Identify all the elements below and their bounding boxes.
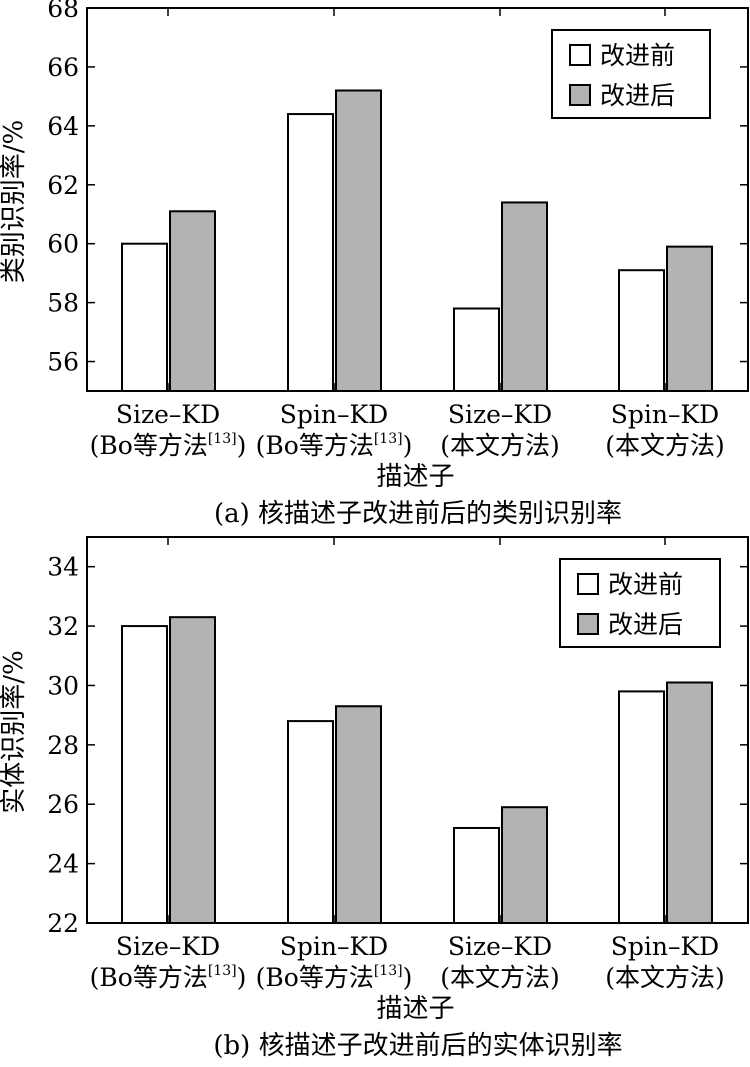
- legend-swatch-before: [577, 573, 599, 595]
- legend-label-after: 改进后: [608, 610, 683, 639]
- y-tick-label: 26: [47, 790, 79, 819]
- bar-before-2: [287, 720, 334, 924]
- x-tick-label-method: (本文方法): [605, 963, 725, 992]
- bar-before-4: [618, 690, 665, 925]
- x-tick-label-method: (Bo等方法[13]): [90, 963, 247, 992]
- bar-before-2: [287, 113, 334, 393]
- bar-after-3: [501, 806, 548, 925]
- y-tick-label: 58: [47, 289, 79, 318]
- y-tick-label: 66: [47, 53, 79, 82]
- x-tick-label: Spin–KD: [611, 400, 719, 429]
- y-axis-label: 实体识别率/%: [0, 650, 29, 813]
- y-tick-label: 28: [47, 731, 79, 760]
- x-axis-label: 描述子: [376, 994, 454, 1024]
- chart-b: 22242628303234Size–KD(Bo等方法[13])Spin–KD(…: [0, 536, 749, 1061]
- plot-frame: [86, 7, 749, 392]
- legend-swatch-after: [577, 613, 599, 635]
- legend-swatch-before: [569, 44, 591, 66]
- bar-before-3: [453, 307, 500, 392]
- y-axis-label: 类别识别率/%: [0, 120, 29, 283]
- x-tick-label: Size–KD: [116, 932, 220, 961]
- x-tick-label: Spin–KD: [611, 932, 719, 961]
- figure-caption: (b) 核描述子改进前后的实体识别率: [213, 1031, 622, 1061]
- x-tick-label-method: (Bo等方法[13]): [90, 431, 247, 460]
- y-tick-label: 62: [47, 171, 79, 200]
- x-tick-label: Size–KD: [448, 932, 552, 961]
- x-tick-label-method: (Bo等方法[13]): [256, 431, 413, 460]
- plot-frame: [86, 536, 749, 924]
- bar-after-4: [666, 245, 713, 392]
- citation-superscript: [13]: [374, 963, 403, 979]
- x-tick-label-method: (本文方法): [440, 431, 560, 460]
- y-tick-label: 68: [47, 0, 79, 23]
- x-tick-label: Size–KD: [448, 400, 552, 429]
- y-tick-label: 64: [47, 112, 79, 141]
- legend-label-before: 改进前: [608, 570, 683, 599]
- bar-before-4: [618, 269, 665, 393]
- y-tick-label: 22: [47, 909, 79, 938]
- bar-after-1: [169, 616, 216, 925]
- citation-superscript: [13]: [374, 431, 403, 447]
- bar-before-1: [121, 242, 168, 392]
- y-tick-label: 32: [47, 612, 79, 641]
- y-tick-label: 30: [47, 671, 79, 700]
- bar-after-2: [335, 705, 382, 924]
- legend-label-before: 改进前: [600, 41, 675, 70]
- chart-a: 56586062646668Size–KD(Bo等方法[13])Spin–KD(…: [0, 0, 749, 529]
- legend-swatch-after: [569, 84, 591, 106]
- bar-before-3: [453, 826, 500, 924]
- y-tick-label: 56: [47, 348, 79, 377]
- citation-superscript: [13]: [208, 963, 237, 979]
- y-tick-label: 60: [47, 230, 79, 259]
- bar-before-1: [121, 625, 168, 924]
- citation-superscript: [13]: [208, 431, 237, 447]
- bar-after-3: [501, 201, 548, 392]
- bar-after-4: [666, 681, 713, 924]
- bar-after-1: [169, 210, 216, 392]
- legend-label-after: 改进后: [600, 81, 675, 110]
- x-tick-label-method: (Bo等方法[13]): [256, 963, 413, 992]
- bar-after-2: [335, 89, 382, 392]
- x-axis-label: 描述子: [376, 462, 454, 492]
- x-tick-label: Spin–KD: [280, 932, 388, 961]
- figure-caption: (a) 核描述子改进前后的类别识别率: [214, 499, 622, 529]
- y-tick-label: 24: [47, 850, 79, 879]
- x-tick-label: Spin–KD: [280, 400, 388, 429]
- y-tick-label: 34: [47, 553, 79, 582]
- x-tick-label-method: (本文方法): [605, 431, 725, 460]
- x-tick-label: Size–KD: [116, 400, 220, 429]
- x-tick-label-method: (本文方法): [440, 963, 560, 992]
